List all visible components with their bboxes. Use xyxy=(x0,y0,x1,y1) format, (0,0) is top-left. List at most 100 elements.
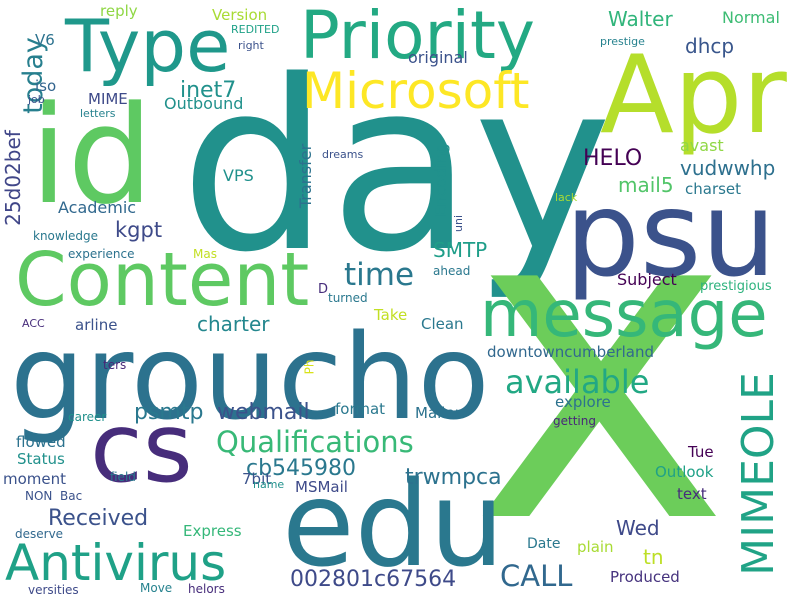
word-iso: iso xyxy=(35,77,57,95)
word-turned: turned xyxy=(328,291,368,305)
word-mime: MIME xyxy=(88,90,128,108)
word-priority: Priority xyxy=(300,0,535,74)
word-avast: avast xyxy=(680,136,724,155)
word-version: Version xyxy=(212,6,268,24)
word-edu: edu xyxy=(282,455,505,593)
word-ph: Ph xyxy=(302,359,317,375)
word-microsoft: Microsoft xyxy=(302,62,530,120)
word-prestige: prestige xyxy=(600,35,645,48)
word-mail5: mail5 xyxy=(618,173,674,197)
word-outlook: Outlook xyxy=(655,463,714,481)
word-getting: getting xyxy=(553,414,596,428)
word-date: Date xyxy=(527,536,561,552)
word-clean: Clean xyxy=(421,315,464,333)
word-normal: Normal xyxy=(722,8,780,27)
word-uni: uni xyxy=(452,215,465,232)
word-psmtp: psmtp xyxy=(134,400,204,425)
word-kgpt: kgpt xyxy=(115,218,163,242)
word-type: Type xyxy=(65,4,231,88)
word-tn: tn xyxy=(643,545,664,569)
word-subject: Subject xyxy=(617,270,677,289)
word-ahead: ahead xyxy=(433,264,471,278)
word-letters: letters xyxy=(80,107,116,120)
word-charter: charter xyxy=(197,312,270,336)
word-dreams: dreams xyxy=(322,148,364,161)
word-002801c67564: 002801c67564 xyxy=(290,567,457,592)
word-call: CALL xyxy=(500,559,573,593)
word-mailer: Mailer xyxy=(415,404,461,422)
word-msmail: MSMail xyxy=(295,478,348,496)
word-express: Express xyxy=(183,522,242,540)
word-smtp: SMTP xyxy=(433,238,488,262)
word-experience: experience xyxy=(68,247,135,261)
word-transfer: Transfer xyxy=(296,143,316,209)
word-status: Status xyxy=(17,450,65,468)
word-right: right xyxy=(238,39,264,52)
word-academic: Academic xyxy=(58,198,137,217)
word-original: original xyxy=(408,48,468,67)
word-helors: helors xyxy=(188,582,225,596)
word-reply: reply xyxy=(100,2,138,20)
word-dhcp: dhcp xyxy=(685,34,735,58)
word-apr: Apr xyxy=(600,33,787,158)
word-cb545980: cb545980 xyxy=(246,456,357,481)
word-outbound: Outbound xyxy=(164,94,244,113)
word-available: available xyxy=(505,363,650,401)
word-id: id xyxy=(30,77,154,234)
word-time: time xyxy=(344,257,415,293)
word-name: name xyxy=(253,478,285,491)
word-take: Take xyxy=(374,306,408,324)
word-qualifications: Qualifications xyxy=(216,425,414,459)
word-charset: charset xyxy=(685,180,742,198)
word-knowledge: knowledge xyxy=(33,229,99,243)
word-wed: Wed xyxy=(616,516,660,540)
word-deserve: deserve xyxy=(15,527,64,541)
word-downtowncumberland: downtowncumberland xyxy=(487,343,654,361)
word-arline: arline xyxy=(75,316,118,334)
word-ters: ters xyxy=(103,358,127,372)
word-text: text xyxy=(677,485,707,503)
word-non: NON xyxy=(25,489,53,503)
word-lack: lack xyxy=(555,191,578,204)
word-x: x xyxy=(470,108,731,600)
word-mas: Mas xyxy=(193,247,217,261)
word-day: day xyxy=(180,31,613,304)
word-vudwwhp: vudwwhp xyxy=(680,156,776,180)
word-moment: moment xyxy=(3,470,67,488)
word-groucho: groucho xyxy=(10,308,490,446)
word-psu: psu xyxy=(565,165,777,303)
word-trwmpca: trwmpca xyxy=(405,465,502,490)
word-tue: Tue xyxy=(688,443,714,461)
word-acc: ACC xyxy=(22,317,45,330)
word-format: format xyxy=(335,400,386,418)
word-versities: versities xyxy=(28,583,79,597)
word-job: job xyxy=(28,93,45,106)
word-encoding: Encoding xyxy=(430,143,450,217)
word-webmail: webmail xyxy=(217,400,310,425)
word-move: Move xyxy=(140,581,173,595)
word-mimeole: MIMEOLE xyxy=(732,372,784,576)
word-content: Content xyxy=(15,237,310,323)
word-redited: REDITED xyxy=(231,23,280,36)
word-flowed: flowed xyxy=(16,433,66,451)
word-7bit: 7bit xyxy=(242,470,272,488)
word-field: field xyxy=(110,470,136,484)
word-helo: HELO xyxy=(583,146,643,171)
word-v6: V6 xyxy=(35,31,55,49)
word-d: D xyxy=(318,282,329,297)
word-vps: VPS xyxy=(223,166,254,185)
word-plain: plain xyxy=(577,538,614,556)
word-career: career xyxy=(68,410,107,424)
word-explore: explore xyxy=(555,393,611,411)
word-walter: Walter xyxy=(608,7,673,31)
word-bac: Bac xyxy=(60,489,83,503)
word-prestigious: prestigious xyxy=(700,279,772,294)
word-message: message xyxy=(480,278,768,352)
word-25d02bef: 25d02bef xyxy=(0,130,25,226)
word-antivirus: Antivirus xyxy=(5,534,227,592)
word-cs: cs xyxy=(90,392,193,504)
word-inet7: inet7 xyxy=(180,78,237,103)
word-produced: Produced xyxy=(610,568,680,586)
word-received: Received xyxy=(48,506,149,531)
